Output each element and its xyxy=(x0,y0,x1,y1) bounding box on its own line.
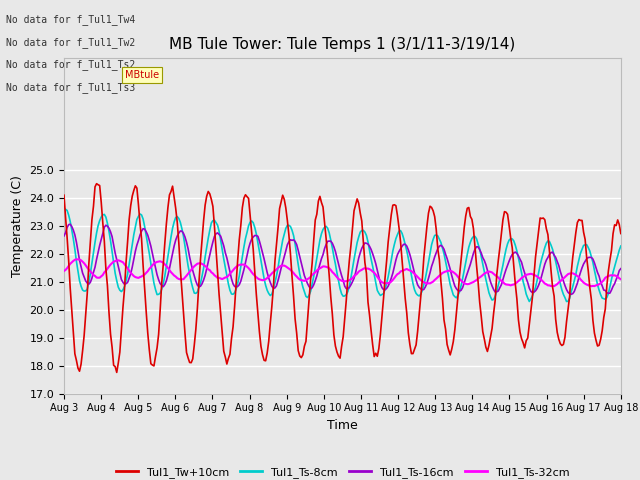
Y-axis label: Temperature (C): Temperature (C) xyxy=(11,175,24,276)
Tul1_Ts-16cm xyxy=(228,276,236,282)
Tul1_Tw+10cm xyxy=(229,324,237,330)
Line: Tul1_Tw+10cm: Tul1_Tw+10cm xyxy=(64,184,621,372)
Tul1_Ts-32cm xyxy=(72,256,80,262)
Tul1_Ts-32cm xyxy=(255,276,263,282)
Tul1_Ts-16cm xyxy=(67,221,74,227)
Line: Tul1_Ts-8cm: Tul1_Ts-8cm xyxy=(64,209,621,301)
Legend: Tul1_Tw+10cm, Tul1_Ts-8cm, Tul1_Ts-16cm, Tul1_Ts-32cm: Tul1_Tw+10cm, Tul1_Ts-8cm, Tul1_Ts-16cm,… xyxy=(111,462,573,480)
Text: No data for f_Tul1_Tw2: No data for f_Tul1_Tw2 xyxy=(6,37,136,48)
Tul1_Ts-32cm xyxy=(130,273,138,279)
Tul1_Ts-32cm xyxy=(589,283,596,289)
Tul1_Tw+10cm xyxy=(60,192,68,198)
Tul1_Tw+10cm xyxy=(113,370,120,375)
Tul1_Ts-8cm xyxy=(254,240,262,245)
Tul1_Ts-8cm xyxy=(588,253,595,259)
Line: Tul1_Ts-16cm: Tul1_Ts-16cm xyxy=(64,224,621,294)
Tul1_Ts-32cm xyxy=(246,267,254,273)
Tul1_Ts-8cm xyxy=(226,288,234,293)
Tul1_Ts-16cm xyxy=(255,238,263,244)
Tul1_Ts-32cm xyxy=(305,276,313,281)
Tul1_Ts-16cm xyxy=(305,284,313,289)
X-axis label: Time: Time xyxy=(327,419,358,432)
Tul1_Ts-8cm xyxy=(244,223,252,228)
Tul1_Tw+10cm xyxy=(248,230,255,236)
Text: MBtule: MBtule xyxy=(125,70,159,80)
Text: No data for f_Tul1_Ts3: No data for f_Tul1_Ts3 xyxy=(6,82,136,93)
Tul1_Tw+10cm xyxy=(93,181,100,187)
Tul1_Ts-32cm xyxy=(617,276,625,282)
Title: MB Tule Tower: Tule Temps 1 (3/1/11-3/19/14): MB Tule Tower: Tule Temps 1 (3/1/11-3/19… xyxy=(169,37,516,52)
Text: No data for f_Tul1_Tw4: No data for f_Tul1_Tw4 xyxy=(6,14,136,25)
Tul1_Ts-32cm xyxy=(60,268,68,274)
Tul1_Ts-16cm xyxy=(60,233,68,239)
Tul1_Tw+10cm xyxy=(131,183,139,189)
Tul1_Ts-8cm xyxy=(525,299,533,304)
Tul1_Ts-32cm xyxy=(588,283,595,289)
Tul1_Tw+10cm xyxy=(257,344,265,349)
Tul1_Ts-32cm xyxy=(228,269,236,275)
Tul1_Tw+10cm xyxy=(307,276,314,282)
Tul1_Ts-8cm xyxy=(129,242,136,248)
Tul1_Ts-16cm xyxy=(246,240,254,246)
Tul1_Tw+10cm xyxy=(617,231,625,237)
Tul1_Ts-8cm xyxy=(60,206,68,212)
Tul1_Ts-16cm xyxy=(567,291,575,297)
Tul1_Tw+10cm xyxy=(589,317,596,323)
Text: No data for f_Tul1_Ts2: No data for f_Tul1_Ts2 xyxy=(6,60,136,71)
Tul1_Ts-8cm xyxy=(617,243,625,249)
Line: Tul1_Ts-32cm: Tul1_Ts-32cm xyxy=(64,259,621,286)
Tul1_Ts-16cm xyxy=(130,256,138,262)
Tul1_Ts-16cm xyxy=(589,256,596,262)
Tul1_Ts-16cm xyxy=(617,266,625,272)
Tul1_Ts-8cm xyxy=(303,295,311,300)
